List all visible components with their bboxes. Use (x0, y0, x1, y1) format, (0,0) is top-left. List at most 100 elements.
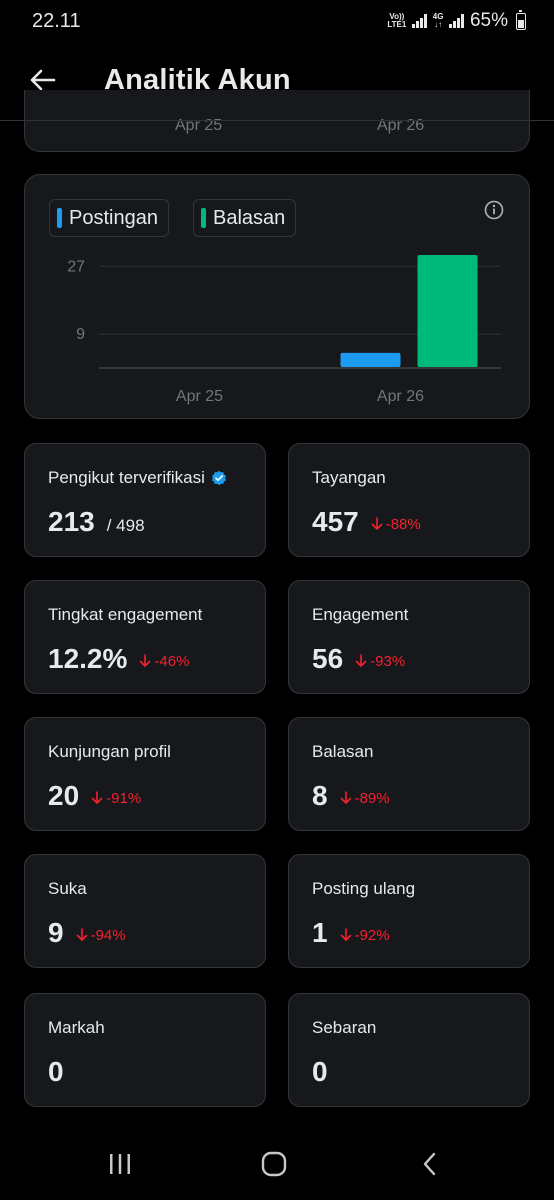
status-bar: 22.11 Vo)) LTE1 4G ↓↑ 65% (0, 0, 554, 44)
arrow-down-icon (340, 928, 351, 941)
stat-card[interactable]: Markah 0 (24, 993, 266, 1107)
stat-label-text: Posting ulang (312, 879, 416, 898)
y-tick-label: 27 (67, 258, 85, 275)
info-icon[interactable] (483, 199, 505, 221)
verified-badge-icon (211, 470, 226, 486)
stat-label-text: Tingkat engagement (48, 605, 203, 624)
previous-chart-card: Apr 25 Apr 26 (24, 90, 530, 152)
arrow-down-icon (140, 654, 151, 667)
legend-swatch-balasan (201, 208, 206, 228)
stat-value-row: 12.2% -46% (48, 643, 189, 675)
stat-change: -94% (76, 927, 126, 944)
x-tick-label: Apr 26 (377, 388, 424, 405)
stat-label: Sebaran (312, 1018, 376, 1038)
x-axis-label: Apr 25 (175, 117, 223, 134)
system-nav-bar (0, 1128, 554, 1200)
stat-label-text: Kunjungan profil (48, 742, 171, 761)
stat-change-value: -93% (370, 652, 406, 670)
stat-change-value: -91% (106, 789, 142, 807)
stat-label-text: Suka (48, 879, 87, 898)
stat-value: 20 (48, 780, 80, 811)
battery-icon (516, 9, 526, 30)
header-divider (0, 120, 554, 121)
stat-value-row: 0 (48, 1056, 64, 1088)
stat-label: Balasan (312, 742, 373, 762)
stat-change-value: -88% (385, 515, 421, 533)
stat-change: -46% (139, 653, 189, 670)
bar-postingan (340, 352, 401, 367)
stat-value: 56 (312, 643, 344, 674)
activity-chart-card: Postingan Balasan 27 9 Apr 25 Apr 26 (24, 174, 530, 419)
arrow-down-icon (76, 928, 87, 941)
stat-card[interactable]: Suka 9 -94% (24, 854, 266, 968)
stat-change: -88% (371, 516, 421, 533)
x-axis-label: Apr 26 (377, 117, 425, 134)
stat-value: 8 (312, 780, 328, 811)
stat-card[interactable]: Tayangan 457 -88% (288, 443, 530, 557)
stat-label: Kunjungan profil (48, 742, 171, 762)
recents-button[interactable] (100, 1146, 140, 1182)
stat-label: Markah (48, 1018, 105, 1038)
network-type-indicator: 4G ↓↑ (432, 12, 444, 29)
stat-change: -93% (355, 653, 405, 670)
back-button[interactable] (22, 60, 62, 100)
stat-label: Tayangan (312, 468, 386, 488)
stat-value-row: 9 -94% (48, 917, 126, 949)
stat-label-text: Markah (48, 1018, 105, 1037)
status-indicators: Vo)) LTE1 4G ↓↑ 65% (387, 9, 526, 32)
bar-chart: 27 9 Apr 25 Apr 26 (67, 255, 501, 405)
arrow-down-icon (340, 791, 351, 804)
stat-card[interactable]: Pengikut terverifikasi 213 / 498 (24, 443, 266, 557)
stat-card[interactable]: Posting ulang 1 -92% (288, 854, 530, 968)
stat-value: 213 (48, 506, 95, 537)
stat-label-text: Engagement (312, 605, 409, 624)
stat-value-row: 20 -91% (48, 780, 141, 812)
battery-level (518, 19, 524, 28)
legend-label: Balasan (213, 206, 286, 229)
stat-change-value: -46% (154, 652, 190, 670)
stat-change-value: -94% (90, 926, 126, 944)
stat-label-text: Pengikut terverifikasi (48, 468, 205, 487)
stat-label: Engagement (312, 605, 408, 625)
stat-label-text: Tayangan (312, 468, 386, 487)
stat-value-row: 56 -93% (312, 643, 405, 675)
stat-value-row: 1 -92% (312, 917, 390, 949)
bar-balasan (417, 255, 478, 367)
stat-card[interactable]: Engagement 56 -93% (288, 580, 530, 694)
legend-postingan[interactable]: Postingan (49, 199, 169, 237)
stat-label: Tingkat engagement (48, 605, 202, 625)
stat-card[interactable]: Tingkat engagement 12.2% -46% (24, 580, 266, 694)
stat-value: 0 (48, 1056, 64, 1087)
stat-value: 0 (312, 1056, 328, 1087)
stat-value: 9 (48, 917, 64, 948)
signal-icon-2 (449, 14, 464, 28)
recents-icon (110, 1154, 130, 1174)
volte-indicator: Vo)) LTE1 (387, 12, 407, 29)
stat-value: 12.2% (48, 643, 128, 674)
stat-card[interactable]: Kunjungan profil 20 -91% (24, 717, 266, 831)
stat-value-row: 8 -89% (312, 780, 390, 812)
stat-label-text: Sebaran (312, 1018, 377, 1037)
stat-change: -89% (340, 790, 390, 807)
signal-icon (412, 14, 427, 28)
stat-change-value: -92% (354, 926, 390, 944)
home-button[interactable] (254, 1146, 294, 1182)
stat-value-row: 457 -88% (312, 506, 421, 538)
stat-value-row: 0 (312, 1056, 328, 1088)
stat-change-value: -89% (354, 789, 390, 807)
nav-back-button[interactable] (410, 1146, 450, 1182)
arrow-down-icon (371, 517, 383, 530)
stat-label: Posting ulang (312, 879, 415, 899)
stat-label-text: Balasan (312, 742, 374, 761)
stat-change: -91% (91, 790, 141, 807)
stat-total: / 498 (106, 516, 145, 535)
stat-card[interactable]: Balasan 8 -89% (288, 717, 530, 831)
chevron-left-icon (423, 1152, 436, 1176)
stat-change: -92% (340, 927, 390, 944)
legend-balasan[interactable]: Balasan (193, 199, 297, 237)
y-tick-label: 9 (76, 326, 85, 343)
arrow-down-icon (355, 654, 367, 667)
stat-label: Pengikut terverifikasi (48, 468, 227, 488)
home-icon (261, 1151, 287, 1177)
stat-card[interactable]: Sebaran 0 (288, 993, 530, 1107)
